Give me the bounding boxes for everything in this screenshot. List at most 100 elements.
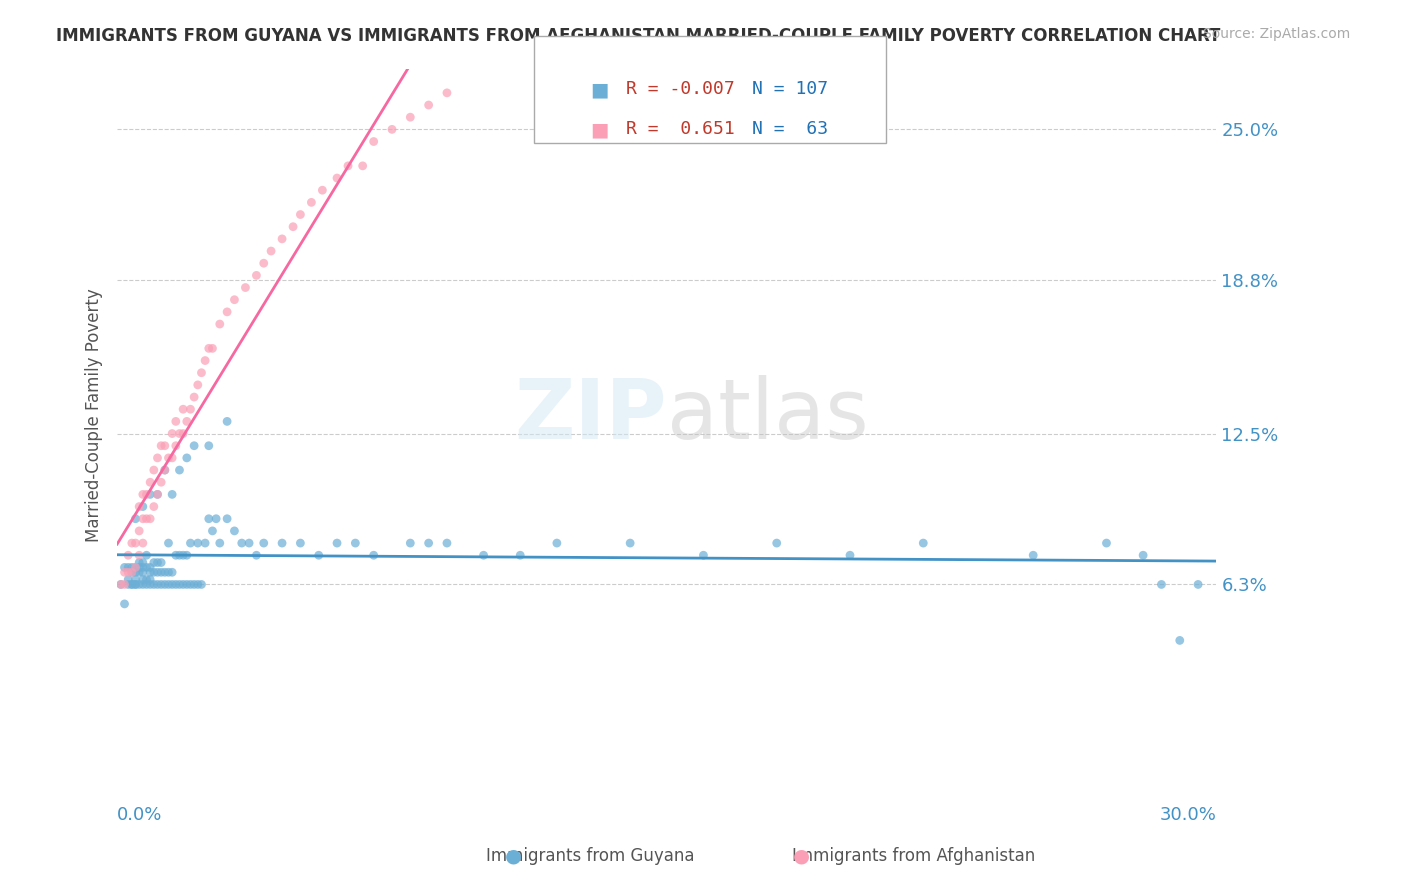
Point [194,353,217,368]
Point [165,414,187,428]
Point [183,439,205,453]
Point [132,573,155,587]
Point [436,536,458,550]
Point [139,512,162,526]
Point [290,536,312,550]
Text: ●: ● [505,847,522,866]
Text: ●: ● [793,847,810,866]
Point [253,256,276,270]
Text: ■: ■ [591,80,609,99]
Point [224,293,246,307]
Point [201,524,224,538]
Point [160,577,183,591]
Point [153,566,176,580]
Point [183,577,205,591]
Point [139,573,162,587]
Point [245,548,267,562]
Point [128,560,150,574]
Point [692,548,714,562]
Point [224,524,246,538]
Point [1132,548,1154,562]
Point [139,577,162,591]
Point [509,548,531,562]
Point [135,573,157,587]
Point [128,524,150,538]
Point [363,548,385,562]
Point [839,548,862,562]
Point [110,577,132,591]
Point [117,573,139,587]
Point [235,280,257,294]
Point [146,556,169,570]
Text: N = 107: N = 107 [752,80,828,98]
Point [238,536,260,550]
Point [146,487,169,501]
Point [135,577,157,591]
Point [157,566,180,580]
Point [160,426,183,441]
Point [121,566,143,580]
Point [217,414,239,428]
Point [179,577,201,591]
Point [381,122,404,136]
Point [124,573,146,587]
Point [117,560,139,574]
Point [132,487,155,501]
Point [308,548,330,562]
Point [128,577,150,591]
Point [190,366,212,380]
Point [436,86,458,100]
Point [197,512,219,526]
Point [128,548,150,562]
Point [260,244,283,258]
Text: atlas: atlas [666,375,869,456]
Point [172,402,194,417]
Point [139,566,162,580]
Point [344,536,367,550]
Point [132,512,155,526]
Point [165,439,187,453]
Point [128,556,150,570]
Point [114,577,136,591]
Point [1187,577,1209,591]
Point [132,500,155,514]
Point [1168,633,1191,648]
Point [132,560,155,574]
Point [135,560,157,574]
Y-axis label: Married-Couple Family Poverty: Married-Couple Family Poverty [86,288,103,542]
Point [157,536,180,550]
Point [114,597,136,611]
Point [1022,548,1045,562]
Point [124,512,146,526]
Text: Immigrants from Guyana: Immigrants from Guyana [486,847,695,865]
Point [281,219,304,234]
Point [245,268,267,283]
Point [187,536,209,550]
Point [165,548,187,562]
Point [142,556,165,570]
Point [121,560,143,574]
Point [183,390,205,404]
Point [187,377,209,392]
Text: Immigrants from Afghanistan: Immigrants from Afghanistan [792,847,1036,865]
Point [194,536,217,550]
Point [418,98,440,112]
Point [231,536,253,550]
Point [311,183,333,197]
Point [153,463,176,477]
Point [176,548,198,562]
Point [197,439,219,453]
Point [176,450,198,465]
Text: ■: ■ [591,120,609,139]
Point [121,577,143,591]
Text: 0.0%: 0.0% [117,805,163,824]
Point [337,159,360,173]
Text: IMMIGRANTS FROM GUYANA VS IMMIGRANTS FROM AFGHANISTAN MARRIED-COUPLE FAMILY POVE: IMMIGRANTS FROM GUYANA VS IMMIGRANTS FRO… [56,27,1220,45]
Point [176,577,198,591]
Point [765,536,787,550]
Point [326,171,349,186]
Point [132,556,155,570]
Point [124,536,146,550]
Point [128,566,150,580]
Point [169,548,191,562]
